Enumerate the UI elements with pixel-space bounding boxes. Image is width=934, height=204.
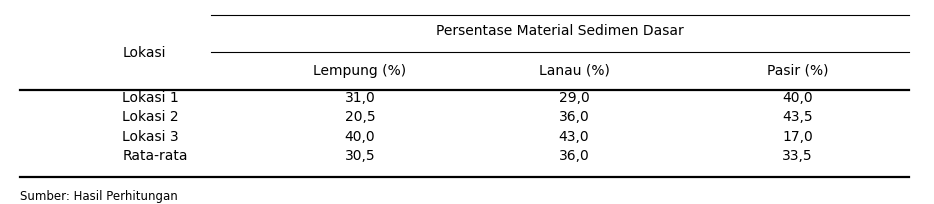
Text: 36,0: 36,0 [559,149,589,163]
Text: Lokasi 3: Lokasi 3 [122,130,179,144]
Text: Rata-rata: Rata-rata [122,149,188,163]
Text: Persentase Material Sedimen Dasar: Persentase Material Sedimen Dasar [436,24,684,38]
Text: 30,5: 30,5 [345,149,375,163]
Text: 40,0: 40,0 [783,91,813,105]
Text: 29,0: 29,0 [559,91,589,105]
Text: Lokasi 1: Lokasi 1 [122,91,179,105]
Text: 31,0: 31,0 [345,91,375,105]
Text: Lempung (%): Lempung (%) [313,64,406,78]
Text: Pasir (%): Pasir (%) [767,64,828,78]
Text: Lanau (%): Lanau (%) [539,64,610,78]
Text: Lokasi: Lokasi [122,45,166,60]
Text: 33,5: 33,5 [783,149,813,163]
Text: 40,0: 40,0 [345,130,375,144]
Text: 43,0: 43,0 [559,130,589,144]
Text: 20,5: 20,5 [345,110,375,124]
Text: Lokasi 2: Lokasi 2 [122,110,179,124]
Text: Sumber: Hasil Perhitungan: Sumber: Hasil Perhitungan [20,190,177,203]
Text: 36,0: 36,0 [559,110,589,124]
Text: 43,5: 43,5 [783,110,813,124]
Text: 17,0: 17,0 [782,130,813,144]
